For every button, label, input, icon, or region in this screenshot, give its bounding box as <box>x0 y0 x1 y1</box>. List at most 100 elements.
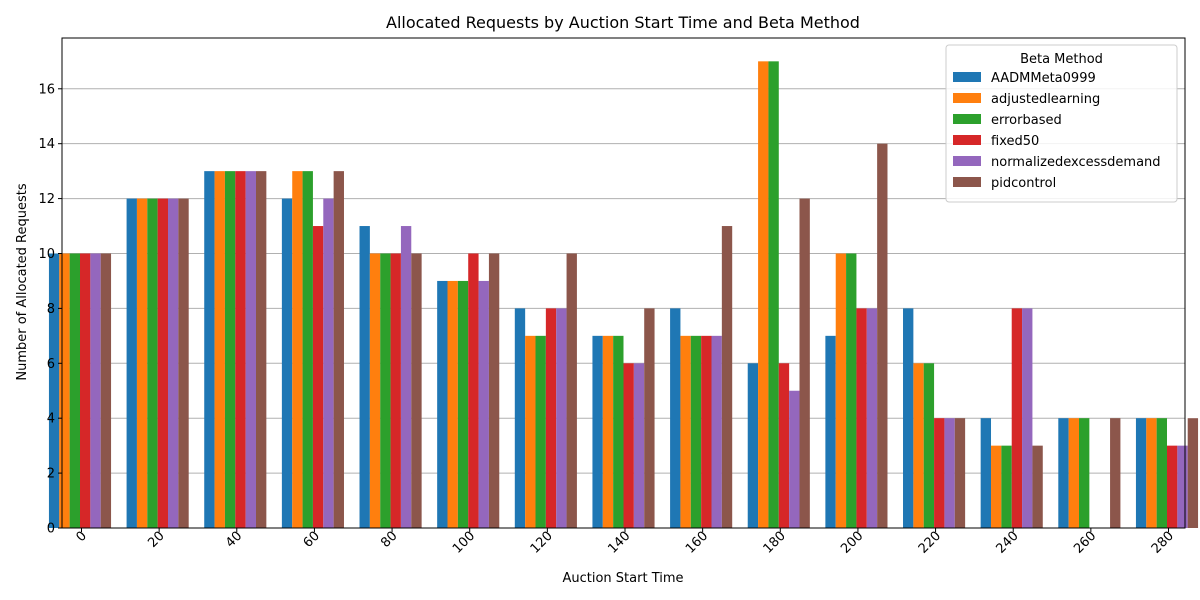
y-tick-label: 0 <box>47 522 55 537</box>
bar-pidcontrol-280 <box>1187 418 1199 528</box>
bar-fixed50-180 <box>778 363 790 528</box>
bar-adjustedlearning-200 <box>835 253 847 529</box>
chart-title: Allocated Requests by Auction Start Time… <box>386 13 860 32</box>
bar-fixed50-100 <box>468 253 479 529</box>
bar-pidcontrol-260 <box>1110 418 1121 528</box>
bar-AADMMeta0999-200 <box>825 335 836 528</box>
y-tick-label: 10 <box>38 247 55 262</box>
bar-errorbased-220 <box>923 363 935 528</box>
y-tick-label: 12 <box>38 192 55 207</box>
bar-adjustedlearning-220 <box>913 363 924 528</box>
bar-AADMMeta0999-220 <box>903 308 914 528</box>
x-tick-label: 40 <box>223 529 245 551</box>
x-tick-label: 160 <box>683 529 711 557</box>
bar-fixed50-160 <box>701 335 712 528</box>
x-tick-label: 0 <box>74 529 90 545</box>
bar-adjustedlearning-160 <box>680 335 691 528</box>
legend-swatch-fixed50 <box>953 135 981 145</box>
legend-swatch-adjustedlearning <box>953 93 981 103</box>
bar-AADMMeta0999-120 <box>514 308 526 528</box>
y-axis: 0 2 4 6 8 10 12 14 16 <box>38 82 62 537</box>
bar-fixed50-220 <box>934 418 945 528</box>
bar-pidcontrol-100 <box>488 253 500 529</box>
bar-normalizedexcessdemand-220 <box>944 418 955 528</box>
bar-normalizedexcessdemand-80 <box>400 226 412 528</box>
legend-label-AADMMeta0999: AADMMeta0999 <box>991 71 1096 86</box>
bars <box>48 61 1199 529</box>
bar-errorbased-60 <box>302 171 313 528</box>
bar-pidcontrol-200 <box>877 143 888 528</box>
y-tick-label: 14 <box>38 137 55 152</box>
bar-fixed50-120 <box>545 308 557 528</box>
bar-errorbased-100 <box>457 280 469 528</box>
bar-AADMMeta0999-40 <box>204 171 215 528</box>
x-tick-label: 60 <box>301 529 323 551</box>
bar-adjustedlearning-180 <box>758 61 769 528</box>
bar-adjustedlearning-120 <box>525 335 536 528</box>
legend-swatch-pidcontrol <box>953 177 981 187</box>
bar-fixed50-140 <box>623 363 634 528</box>
bar-normalizedexcessdemand-60 <box>323 198 334 528</box>
legend-swatch-errorbased <box>953 114 981 124</box>
bar-normalizedexcessdemand-200 <box>866 308 878 528</box>
bar-normalizedexcessdemand-180 <box>789 390 800 528</box>
bar-AADMMeta0999-260 <box>1058 418 1069 528</box>
bar-pidcontrol-0 <box>100 253 112 529</box>
x-tick-label: 100 <box>450 529 478 557</box>
y-tick-label: 6 <box>47 357 55 372</box>
bar-errorbased-40 <box>224 171 236 528</box>
bar-errorbased-0 <box>69 253 80 529</box>
bar-adjustedlearning-280 <box>1146 418 1157 528</box>
bar-pidcontrol-220 <box>954 418 966 528</box>
bar-AADMMeta0999-160 <box>670 308 681 528</box>
x-axis-label: Auction Start Time <box>562 571 683 586</box>
bar-errorbased-180 <box>768 61 779 528</box>
x-tick-label: 260 <box>1071 529 1099 557</box>
bar-adjustedlearning-140 <box>602 335 614 528</box>
bar-adjustedlearning-240 <box>991 445 1002 528</box>
bar-fixed50-200 <box>856 308 867 528</box>
bar-fixed50-80 <box>390 253 401 529</box>
y-axis-label: Number of Allocated Requests <box>15 183 30 380</box>
legend-box <box>945 44 1178 203</box>
bar-AADMMeta0999-60 <box>281 198 293 528</box>
bar-pidcontrol-140 <box>644 308 655 528</box>
x-tick-label: 20 <box>145 529 167 551</box>
x-tick-label: 240 <box>994 529 1022 557</box>
bar-AADMMeta0999-140 <box>592 335 603 528</box>
bar-AADMMeta0999-80 <box>359 226 370 528</box>
bar-adjustedlearning-260 <box>1068 418 1080 528</box>
bar-fixed50-240 <box>1011 308 1023 528</box>
legend-swatch-AADMMeta0999 <box>953 72 981 82</box>
bar-fixed50-20 <box>157 198 168 528</box>
bar-AADMMeta0999-280 <box>1135 418 1147 528</box>
legend-label-errorbased: errorbased <box>991 113 1062 128</box>
bar-errorbased-260 <box>1079 418 1090 528</box>
legend-label-normalizedexcessdemand: normalizedexcessdemand <box>991 155 1161 170</box>
legend-label-fixed50: fixed50 <box>991 134 1039 149</box>
bar-adjustedlearning-100 <box>447 280 458 528</box>
bar-pidcontrol-20 <box>178 198 189 528</box>
bar-normalizedexcessdemand-20 <box>167 198 179 528</box>
x-tick-label: 80 <box>378 529 400 551</box>
x-tick-label: 200 <box>838 529 866 557</box>
y-tick-label: 2 <box>47 467 55 482</box>
bar-fixed50-280 <box>1167 445 1178 528</box>
bar-errorbased-140 <box>613 335 624 528</box>
bar-pidcontrol-240 <box>1032 445 1043 528</box>
x-tick-label: 180 <box>761 529 789 557</box>
bar-adjustedlearning-20 <box>136 198 148 528</box>
bar-adjustedlearning-0 <box>59 253 70 529</box>
x-tick-label: 140 <box>605 529 633 557</box>
y-tick-label: 4 <box>47 412 55 427</box>
bar-normalizedexcessdemand-240 <box>1022 308 1033 528</box>
bar-errorbased-80 <box>380 253 391 529</box>
bar-AADMMeta0999-240 <box>980 418 992 528</box>
legend-label-adjustedlearning: adjustedlearning <box>991 92 1100 107</box>
bar-AADMMeta0999-180 <box>747 363 759 528</box>
bar-normalizedexcessdemand-280 <box>1177 445 1188 528</box>
plot-frame <box>61 37 1186 529</box>
bar-errorbased-20 <box>147 198 158 528</box>
y-tick-label: 8 <box>47 302 55 317</box>
